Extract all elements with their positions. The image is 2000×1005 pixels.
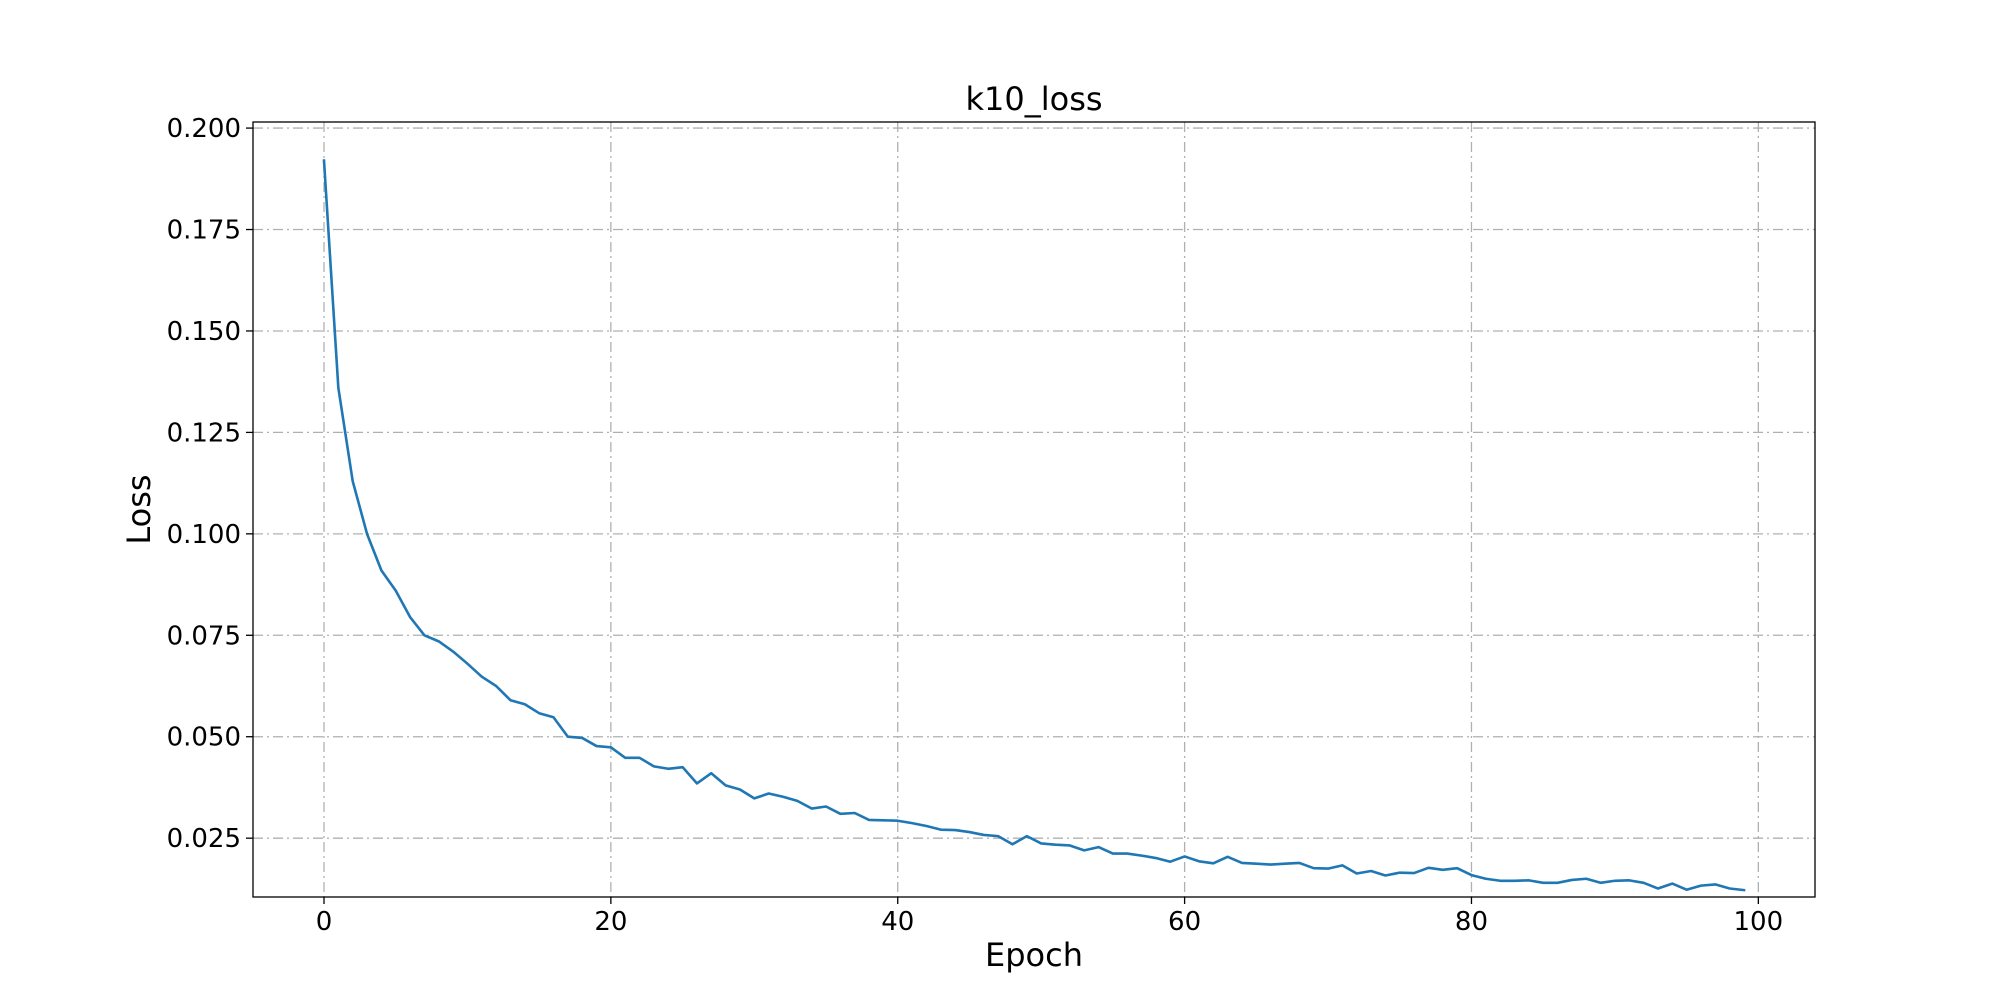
y-tick-label: 0.200 (167, 114, 241, 144)
y-tick-label: 0.050 (167, 723, 241, 753)
axis-ticks: 0 20 40 60 80 100 0.025 0.050 0.075 0.100 0.125 0.1… (167, 114, 1784, 937)
x-tick-label: 60 (1168, 907, 1201, 937)
y-tick-label: 0.075 (167, 621, 241, 651)
grid (253, 122, 1815, 897)
loss-series-line (322, 159, 1746, 892)
y-tick-label: 0.125 (167, 418, 241, 448)
y-tick-label: 0.150 (167, 317, 241, 347)
plot-frame (252, 121, 1816, 898)
x-tick-label: 0 (316, 907, 333, 937)
series-layer (322, 159, 1746, 892)
x-tick-label: 20 (594, 907, 627, 937)
x-tick-label: 40 (881, 907, 914, 937)
x-tick-label: 100 (1734, 907, 1784, 937)
y-tick-label: 0.175 (167, 216, 241, 246)
chart-title: k10_loss (965, 80, 1102, 118)
x-tick-label: 80 (1455, 907, 1488, 937)
y-axis-label: Loss (120, 474, 158, 544)
y-tick-label: 0.100 (167, 520, 241, 550)
x-axis-label: Epoch (985, 936, 1083, 974)
y-tick-label: 0.025 (167, 824, 241, 854)
